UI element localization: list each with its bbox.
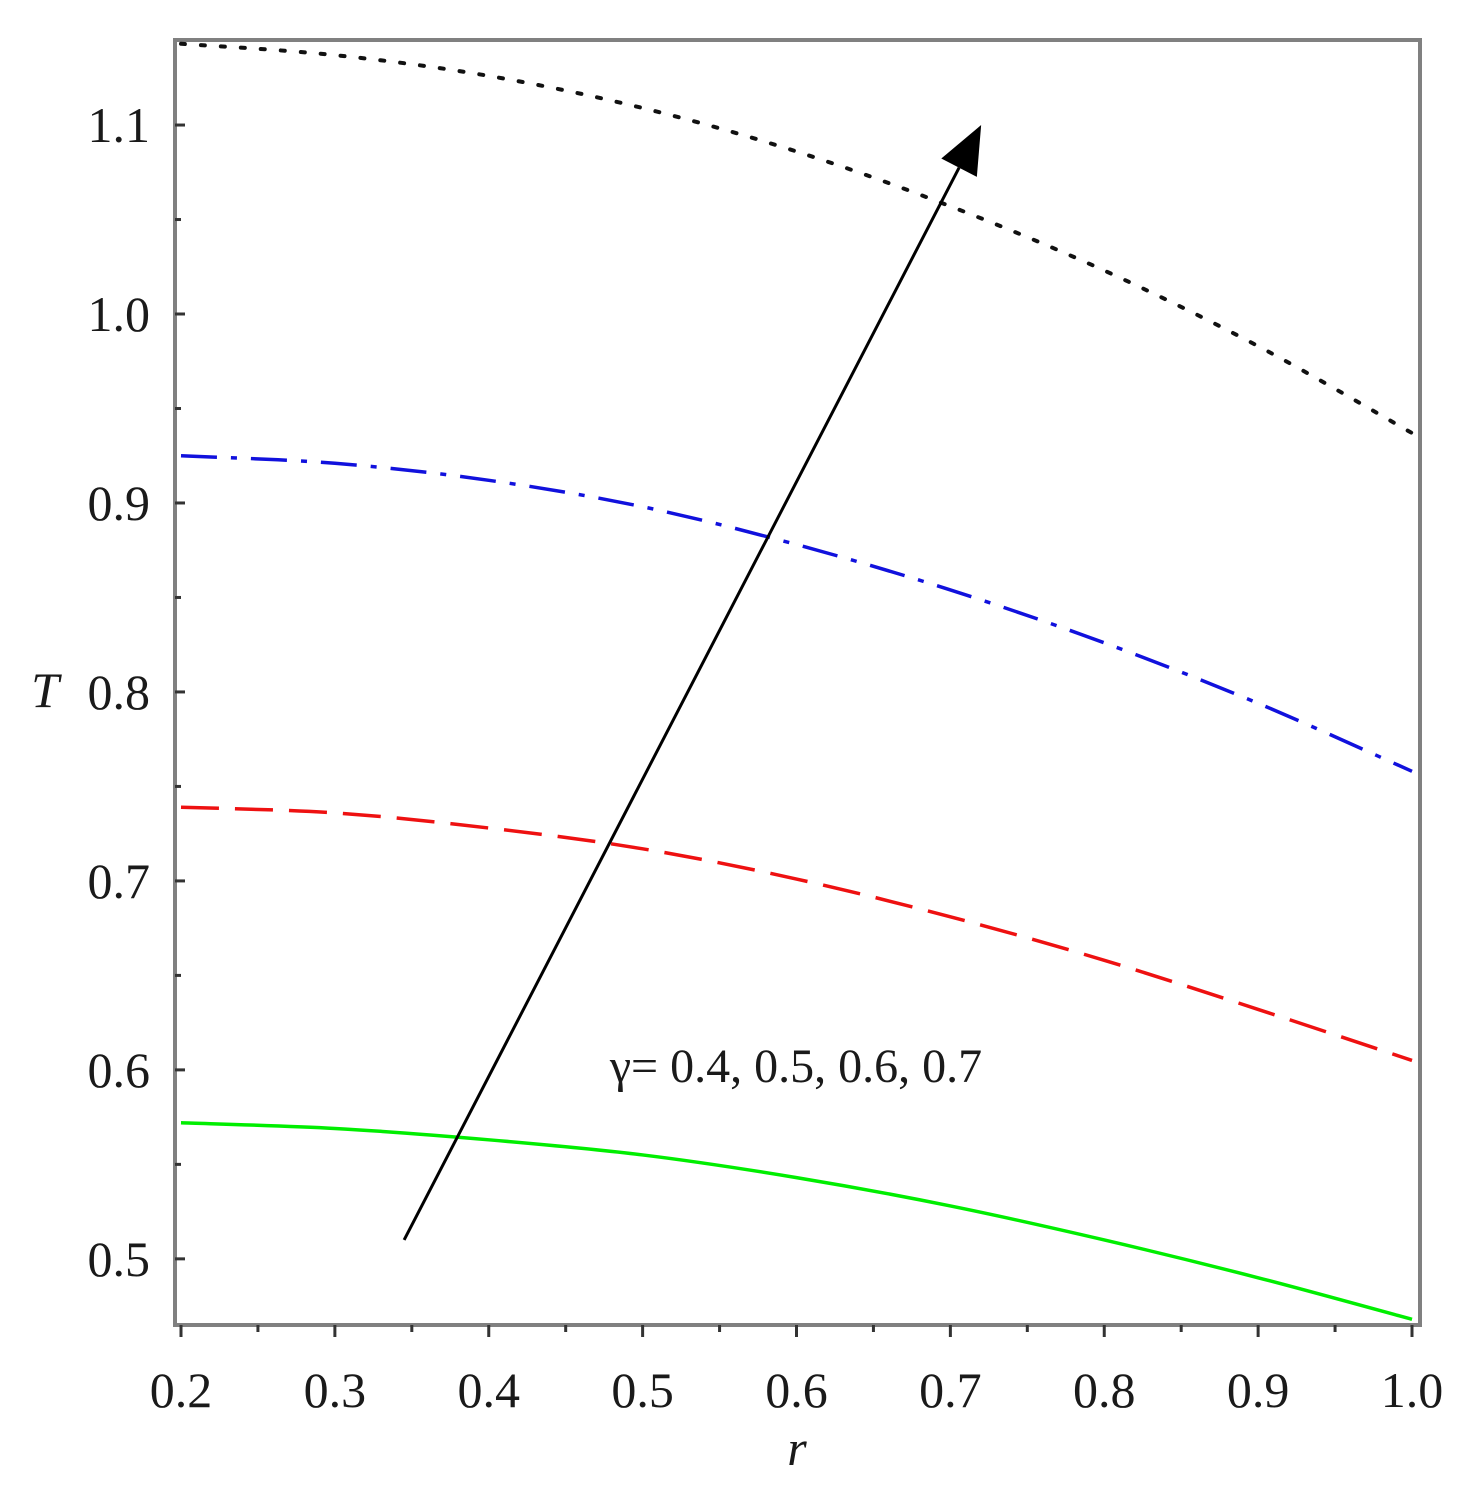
series-line-2 (180, 453, 1413, 773)
series-line-3 (179, 41, 1414, 436)
y-tick-label: 0.8 (88, 664, 151, 720)
x-tick-label: 0.8 (1073, 1362, 1136, 1418)
y-axis-title: T (31, 662, 62, 718)
x-tick-label: 0.3 (304, 1362, 367, 1418)
x-tick-label: 0.2 (150, 1362, 213, 1418)
trend-arrow-head (941, 125, 982, 177)
x-tick-label: 1.0 (1381, 1362, 1444, 1418)
arrow-layer (402, 125, 982, 1241)
x-axis-title: r (787, 1420, 807, 1476)
x-axis-tick-labels: 0.2 0.3 0.4 0.5 0.6 0.7 0.8 0.9 1.0 (150, 1362, 1444, 1418)
y-tick-label: 0.9 (88, 475, 151, 531)
y-tick-label: 0.7 (88, 853, 151, 909)
gamma-annotation: γ= 0.4, 0.5, 0.6, 0.7 (609, 1040, 982, 1093)
series-layer (179, 41, 1414, 1322)
trend-arrow-shaft (402, 166, 961, 1241)
x-tick-label: 0.4 (458, 1362, 521, 1418)
y-axis-ticks (175, 123, 185, 1261)
x-tick-label: 0.6 (765, 1362, 828, 1418)
x-tick-label: 0.9 (1227, 1362, 1290, 1418)
y-tick-label: 0.5 (88, 1231, 151, 1287)
plot-frame (173, 38, 1422, 1327)
y-tick-label: 0.6 (88, 1042, 151, 1098)
series-line-1 (180, 805, 1413, 1063)
y-axis-tick-labels: 0.5 0.6 0.7 0.8 0.9 1.0 1.1 (88, 97, 151, 1287)
x-tick-label: 0.5 (611, 1362, 674, 1418)
x-axis-ticks (179, 1325, 1414, 1337)
y-tick-label: 1.1 (88, 97, 151, 153)
y-tick-label: 1.0 (88, 286, 151, 342)
series-line-0 (180, 1121, 1413, 1322)
x-tick-label: 0.7 (919, 1362, 982, 1418)
